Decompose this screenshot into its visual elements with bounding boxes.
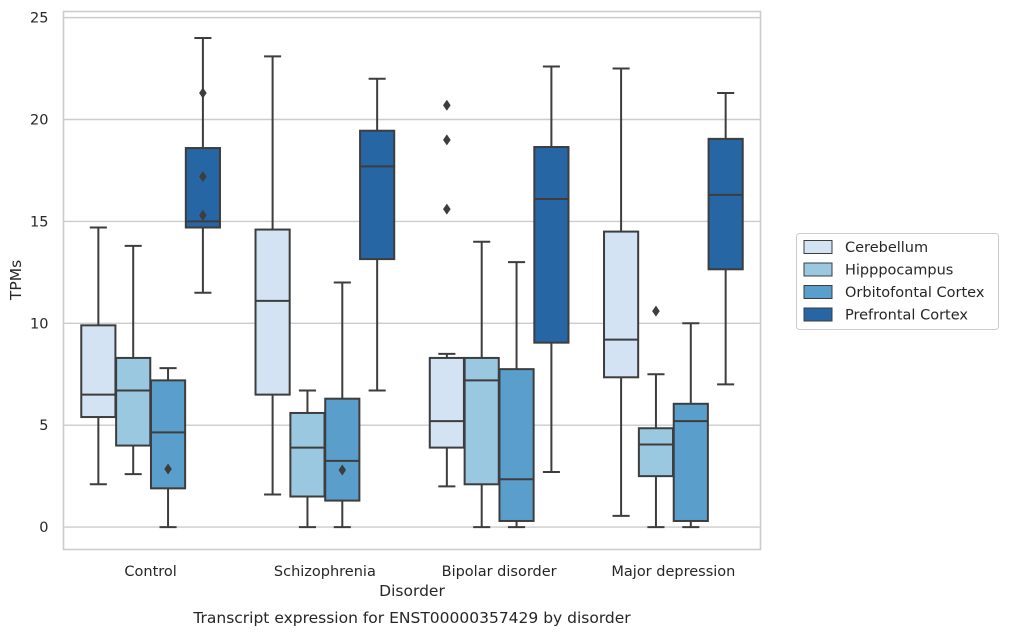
box-prefrontal-cortex-major-depression bbox=[707, 92, 744, 386]
outlier-point bbox=[199, 87, 207, 99]
box-prefrontal-cortex-control bbox=[184, 36, 221, 294]
y-axis-ticks: 0 5 10 15 20 25 bbox=[30, 11, 48, 536]
box-cerebellum-control bbox=[80, 226, 117, 486]
iqr-box bbox=[359, 129, 396, 261]
x-tick-label: Control bbox=[124, 564, 176, 580]
x-tick-label: Bipolar disorder bbox=[442, 564, 557, 580]
x-tick-label: Major depression bbox=[611, 564, 735, 580]
legend-frame bbox=[796, 233, 999, 330]
x-axis-ticks: Control Schizophrenia Bipolar disorder Majo… bbox=[124, 564, 735, 580]
box-prefrontal-cortex-schizophrenia bbox=[359, 77, 396, 392]
y-tick-label: 5 bbox=[39, 418, 48, 434]
box-hipppocampus-major-depression bbox=[637, 305, 675, 529]
box-cerebellum-schizophrenia bbox=[254, 55, 291, 496]
figure-caption: Transcript expression for ENST0000035742… bbox=[192, 609, 631, 627]
iqr-box bbox=[603, 230, 640, 379]
x-tick-label: Schizophrenia bbox=[274, 564, 376, 580]
legend-items: Cerebellum Hipppocampus Orbitofontal Corte… bbox=[803, 240, 985, 324]
box-plot-marks bbox=[80, 36, 744, 529]
outlier-point bbox=[443, 203, 451, 215]
outlier-point bbox=[443, 99, 451, 111]
iqr-box bbox=[80, 324, 117, 419]
outlier-point bbox=[164, 463, 172, 475]
iqr-box bbox=[533, 146, 570, 344]
legend-swatch bbox=[803, 285, 833, 299]
legend-swatch bbox=[803, 307, 833, 322]
outlier-point bbox=[652, 305, 660, 317]
y-tick-label: 15 bbox=[30, 214, 48, 230]
iqr-box bbox=[707, 137, 744, 271]
iqr-box bbox=[115, 356, 152, 447]
x-axis-title: Disorder bbox=[379, 582, 445, 600]
iqr-box bbox=[254, 228, 291, 396]
box-hipppocampus-control bbox=[115, 244, 152, 476]
box-hipppocampus-schizophrenia bbox=[289, 389, 326, 529]
outlier-point bbox=[443, 134, 451, 146]
legend-swatch bbox=[803, 262, 833, 277]
outlier-point bbox=[199, 171, 207, 183]
box-orbitofontal-cortex-schizophrenia bbox=[324, 281, 361, 529]
box-orbitofontal-cortex-bipolar-disorder bbox=[498, 261, 535, 529]
y-tick-label: 0 bbox=[39, 520, 48, 536]
legend-label: Hipppocampus bbox=[845, 263, 953, 279]
legend-label: Prefrontal Cortex bbox=[845, 308, 968, 324]
plot-frame bbox=[62, 10, 762, 551]
box-prefrontal-cortex-bipolar-disorder bbox=[533, 65, 570, 474]
outlier-point bbox=[199, 209, 207, 221]
iqr-box bbox=[672, 402, 709, 522]
iqr-box bbox=[324, 397, 361, 502]
legend: Cerebellum Hipppocampus Orbitofontal Corte… bbox=[796, 233, 999, 330]
iqr-box bbox=[637, 427, 675, 478]
y-tick-label: 20 bbox=[30, 113, 48, 129]
box-orbitofontal-cortex-major-depression bbox=[672, 322, 709, 529]
legend-label: Orbitofontal Cortex bbox=[845, 285, 985, 301]
y-tick-label: 10 bbox=[30, 316, 48, 332]
legend-swatch bbox=[803, 240, 833, 254]
iqr-box bbox=[428, 356, 465, 449]
legend-label: Cerebellum bbox=[845, 240, 928, 256]
y-tick-label: 25 bbox=[30, 11, 48, 27]
iqr-box bbox=[463, 356, 500, 486]
box-orbitofontal-cortex-control bbox=[149, 367, 187, 529]
iqr-box bbox=[498, 368, 535, 522]
y-axis-title: TPMs bbox=[7, 260, 25, 301]
box-hipppocampus-bipolar-disorder bbox=[463, 240, 500, 529]
box-cerebellum-major-depression bbox=[603, 67, 640, 517]
iqr-box bbox=[289, 411, 326, 498]
outlier-point bbox=[338, 464, 347, 476]
box-cerebellum-bipolar-disorder bbox=[428, 99, 465, 488]
